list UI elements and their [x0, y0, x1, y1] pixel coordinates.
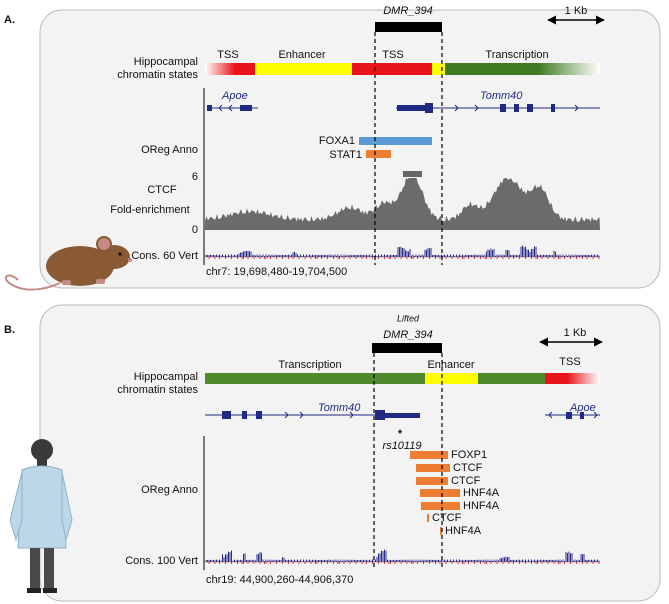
feature-bar	[440, 527, 442, 535]
exon	[385, 413, 420, 418]
ctcf-peak-call	[403, 171, 422, 177]
feature-bar	[359, 137, 432, 145]
exon	[240, 105, 252, 111]
lifted-label: Lifted	[397, 313, 420, 323]
coordinates: chr7: 19,698,480-19,704,500	[206, 266, 347, 278]
scale-label: 1 Kb	[565, 5, 588, 17]
track-label: OReg Anno	[141, 484, 198, 496]
feature-bar	[366, 150, 391, 158]
exon	[580, 412, 584, 419]
state-tss	[205, 63, 255, 75]
feature-label: FOXP1	[451, 449, 487, 461]
conservation-track	[205, 549, 600, 564]
exon	[207, 105, 212, 111]
feature-label: HNF4A	[445, 525, 482, 537]
person-icon	[9, 439, 73, 593]
gene-name: Apoe	[569, 402, 596, 414]
feature-label: FOXA1	[319, 135, 355, 147]
axis-label: 6	[192, 171, 198, 183]
exon	[551, 104, 555, 112]
state-enhancer	[432, 63, 445, 75]
exon	[242, 411, 247, 419]
feature-label: HNF4A	[463, 500, 500, 512]
gene-tomm40	[396, 103, 600, 113]
exon	[500, 104, 506, 112]
ctcf-signal	[205, 178, 600, 230]
exon	[397, 105, 425, 111]
dmr-title: DMR_394	[383, 5, 433, 17]
state-label: Transcription	[278, 359, 341, 371]
state-tss	[545, 373, 600, 384]
state-enhancer	[255, 63, 352, 75]
feature-bar	[421, 502, 460, 510]
dmr-bar	[375, 22, 442, 32]
scale-label: 1 Kb	[564, 327, 587, 339]
panel-label: B.	[4, 324, 15, 336]
exon	[222, 411, 231, 419]
chromatin-label: chromatin states	[117, 384, 198, 396]
feature-label: HNF4A	[463, 487, 500, 499]
dmr-bar	[372, 343, 442, 353]
gene-tomm40	[205, 410, 420, 420]
state-transcription	[445, 63, 600, 75]
state-enhancer	[425, 373, 478, 384]
gene-apoe	[207, 104, 258, 112]
feature-bar	[420, 489, 460, 497]
state-transcription	[205, 373, 425, 384]
feature-bar	[427, 514, 429, 522]
strand-arrows	[548, 411, 598, 419]
state-transcription	[478, 373, 545, 384]
mouse-icon	[4, 236, 132, 291]
feature-label: CTCF	[451, 475, 481, 487]
gene-name: Tomm40	[318, 402, 361, 414]
exon	[514, 104, 519, 112]
state-label: Enhancer	[427, 359, 474, 371]
feature-label: CTCF	[453, 462, 483, 474]
exon	[425, 103, 433, 113]
chromatin-label: Hippocampal	[134, 56, 198, 68]
snp-label: rs10119	[383, 440, 422, 452]
track-label: OReg Anno	[141, 144, 198, 156]
track-label: Cons. 60 Vert	[131, 250, 198, 262]
state-label: TSS	[217, 49, 238, 61]
gene-name: Tomm40	[480, 90, 523, 102]
track-label: Cons. 100 Vert	[125, 555, 198, 567]
state-label: TSS	[382, 49, 403, 61]
exon	[566, 412, 572, 419]
gene-name: Apoe	[221, 90, 248, 102]
feature-label: CTCF	[432, 512, 462, 524]
strand-arrows	[284, 411, 354, 419]
state-label: TSS	[559, 356, 580, 368]
track-label: Fold-enrichment	[110, 204, 189, 216]
strand-arrows	[454, 104, 579, 112]
exon	[527, 104, 533, 112]
coordinates: chr19: 44,900,260-44,906,370	[206, 574, 353, 586]
state-label: Enhancer	[278, 49, 325, 61]
exon	[375, 410, 385, 420]
snp-marker: *	[398, 428, 403, 440]
feature-bar	[410, 451, 448, 459]
dmr-title: DMR_394	[383, 329, 433, 341]
feature-bar	[416, 464, 450, 472]
chromatin-label: chromatin states	[117, 69, 198, 81]
feature-bar	[416, 477, 448, 485]
panel-label: A.	[4, 14, 15, 26]
feature-label: STAT1	[329, 149, 362, 161]
gene-apoe	[545, 411, 600, 419]
exon	[256, 411, 262, 419]
state-label: Transcription	[485, 49, 548, 61]
strand-arrows	[218, 104, 233, 112]
track-label: CTCF	[147, 184, 177, 196]
chromatin-label: Hippocampal	[134, 371, 198, 383]
axis-label: 0	[192, 224, 198, 236]
state-tss	[352, 63, 432, 75]
conservation-track	[205, 245, 600, 259]
